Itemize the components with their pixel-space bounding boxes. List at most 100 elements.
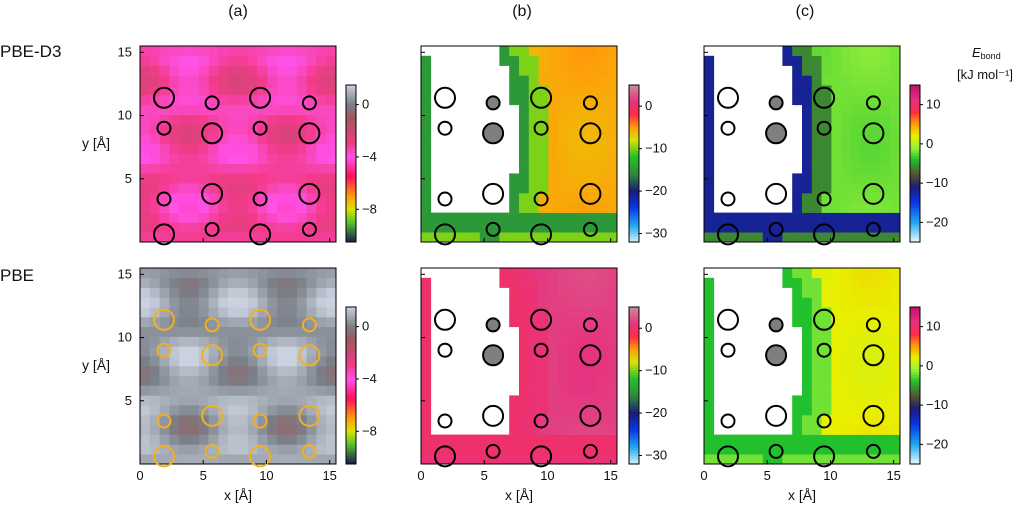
heat-cell bbox=[326, 385, 337, 396]
heat-cell bbox=[287, 75, 298, 86]
heat-cell bbox=[277, 277, 288, 288]
atom-circle bbox=[252, 191, 268, 207]
heat-cell bbox=[179, 366, 190, 377]
atom-circle bbox=[298, 404, 321, 427]
heat-cell bbox=[880, 405, 891, 416]
heat-cell bbox=[558, 434, 569, 445]
heat-cell bbox=[326, 104, 337, 115]
heat-cell bbox=[851, 268, 862, 279]
heat-cell bbox=[421, 163, 432, 174]
heat-cell bbox=[860, 202, 871, 213]
heat-cell bbox=[821, 114, 832, 125]
heat-cell bbox=[811, 326, 822, 337]
heat-cell bbox=[169, 222, 180, 233]
heat-cell bbox=[228, 375, 239, 386]
heat-cell bbox=[811, 212, 822, 223]
heat-cell bbox=[421, 424, 432, 435]
heat-cell bbox=[821, 434, 832, 445]
heat-cell bbox=[179, 95, 190, 106]
x-tick-label: 10 bbox=[823, 468, 837, 483]
heat-cell bbox=[306, 55, 317, 66]
heat-cell bbox=[267, 356, 278, 367]
colorbar-segment bbox=[629, 228, 639, 232]
heat-cell bbox=[296, 65, 307, 76]
heat-cell bbox=[704, 336, 715, 347]
heat-cell bbox=[597, 454, 608, 465]
heat-cell bbox=[870, 415, 881, 426]
colorbar-segment bbox=[346, 126, 356, 130]
atom-circle bbox=[533, 413, 549, 429]
heat-cell bbox=[597, 444, 608, 455]
heat-cell bbox=[587, 277, 598, 288]
heat-cell bbox=[831, 307, 842, 318]
heat-cell bbox=[169, 326, 180, 337]
heat-cell bbox=[841, 424, 852, 435]
heat-cell bbox=[851, 307, 862, 318]
colorbar-segment bbox=[346, 105, 356, 109]
heat-cell bbox=[890, 424, 901, 435]
colorbar-segment bbox=[629, 317, 639, 321]
heat-cell bbox=[198, 163, 209, 174]
heat-cell bbox=[860, 444, 871, 455]
heat-cell bbox=[568, 134, 579, 145]
heat-cell bbox=[577, 395, 588, 406]
heat-cell bbox=[597, 134, 608, 145]
heat-cell bbox=[782, 268, 793, 279]
heat-cell bbox=[607, 124, 618, 135]
heat-cell bbox=[821, 385, 832, 396]
heat-cell bbox=[831, 277, 842, 288]
panel-label-c: (c) bbox=[796, 3, 815, 20]
heat-cell bbox=[306, 385, 317, 396]
heat-cell bbox=[277, 287, 288, 298]
x-axis-label: x [Å] bbox=[224, 487, 252, 503]
heat-cell bbox=[607, 444, 618, 455]
colorbar-segment bbox=[629, 380, 639, 384]
heat-cell bbox=[519, 55, 530, 66]
heat-cell bbox=[870, 346, 881, 357]
heat-cell bbox=[811, 114, 822, 125]
colorbar-segment bbox=[629, 98, 639, 102]
colorbar-segment bbox=[910, 401, 920, 405]
heat-cell bbox=[421, 444, 432, 455]
atom-circle bbox=[153, 86, 175, 109]
x-tick-label: 10 bbox=[259, 468, 273, 483]
heat-cell bbox=[287, 222, 298, 233]
colorbar-segment bbox=[346, 320, 356, 324]
heat-cell bbox=[802, 356, 813, 367]
colorbar-segment bbox=[346, 440, 356, 444]
heat-cell bbox=[890, 212, 901, 223]
colorbar-segment bbox=[346, 192, 356, 196]
colorbar-segment bbox=[346, 445, 356, 449]
heat-cell bbox=[821, 75, 832, 86]
heat-cell bbox=[306, 153, 317, 164]
heat-cell bbox=[772, 444, 783, 455]
colorbar-segment bbox=[910, 134, 920, 138]
heat-cell bbox=[306, 444, 317, 455]
heat-cell bbox=[880, 424, 891, 435]
heat-cell bbox=[316, 395, 327, 406]
heat-cell bbox=[704, 173, 715, 184]
heat-cell bbox=[782, 232, 793, 243]
heat-cell bbox=[421, 55, 432, 66]
heat-cell bbox=[140, 356, 151, 367]
heat-cell bbox=[460, 222, 471, 233]
heat-cell bbox=[792, 287, 803, 298]
heat-cell bbox=[140, 424, 151, 435]
heat-cell bbox=[208, 307, 219, 318]
heat-cell bbox=[316, 336, 327, 347]
colorbar-segment bbox=[629, 92, 639, 96]
heat-cell bbox=[247, 114, 258, 125]
heat-cell bbox=[548, 277, 559, 288]
heat-cell bbox=[519, 287, 530, 298]
heat-cell bbox=[140, 75, 151, 86]
colorbar-segment bbox=[346, 372, 356, 376]
heat-cell bbox=[296, 55, 307, 66]
heat-cell bbox=[218, 424, 229, 435]
heat-cell bbox=[558, 307, 569, 318]
heat-cell bbox=[811, 202, 822, 213]
heat-cell bbox=[228, 415, 239, 426]
heat-cell bbox=[558, 163, 569, 174]
heat-cell bbox=[140, 346, 151, 357]
heat-cell bbox=[296, 124, 307, 135]
